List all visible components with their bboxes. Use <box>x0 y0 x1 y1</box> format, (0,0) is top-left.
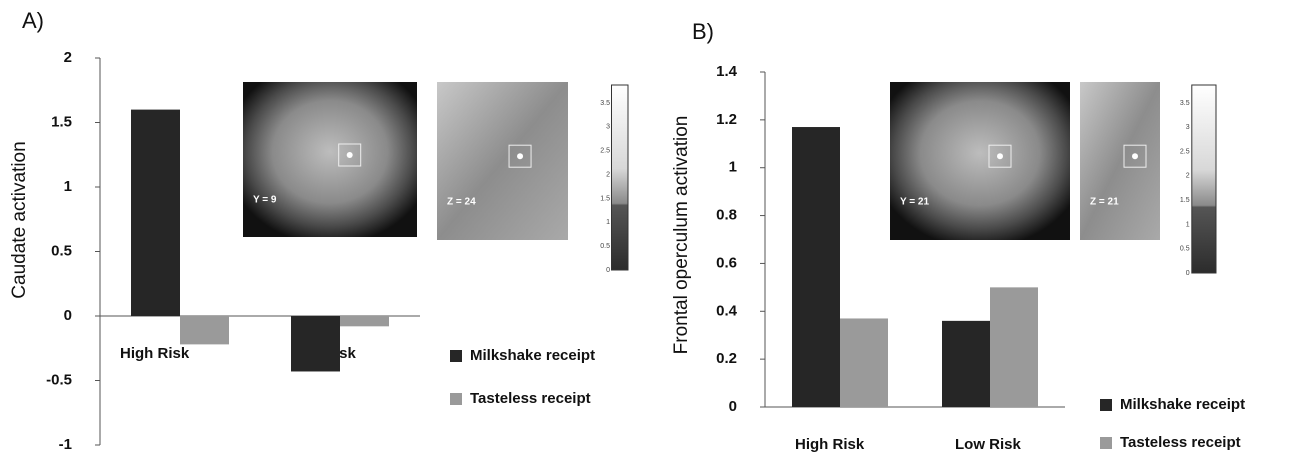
activation-spot <box>997 153 1003 159</box>
legend-label: Tasteless receipt <box>470 390 591 407</box>
activation-spot <box>517 153 523 159</box>
colorbar-tick-label: 0.5 <box>1180 246 1190 253</box>
legend-swatch <box>1100 437 1112 449</box>
colorbar-tick-label: 2 <box>606 171 610 178</box>
bar <box>942 321 990 407</box>
figure: Y = 9 Z = 24 0 0.5 1 1.5 2 2.5 3 3.5 -1 -0.5 0 0.5 1 1.… <box>0 0 1303 462</box>
slice-label: Y = 9 <box>253 194 277 205</box>
y-tick-label: 1.2 <box>716 111 737 128</box>
colorbar-tick-label: 1.5 <box>1180 197 1190 204</box>
colorbar-tick-label: 2 <box>1186 173 1190 180</box>
y-tick-label: 0.5 <box>51 242 72 259</box>
legend-swatch <box>450 393 462 405</box>
colorbar <box>1192 85 1216 273</box>
activation-spot <box>347 152 353 158</box>
y-tick-label: -0.5 <box>46 371 72 388</box>
x-tick-label: High Risk <box>120 345 190 362</box>
slice-label: Z = 21 <box>1090 197 1119 208</box>
colorbar-tick-label: 3.5 <box>1180 100 1190 107</box>
colorbar-tick-label: 3 <box>606 124 610 131</box>
bar <box>131 110 180 316</box>
colorbar-tick-label: 1.5 <box>600 195 610 202</box>
y-tick-label: 0 <box>729 398 737 415</box>
x-tick-label: Low Risk <box>955 436 1022 453</box>
y-tick-label: 1.5 <box>51 113 72 130</box>
panel-label: A) <box>22 8 44 33</box>
legend-label: Tasteless receipt <box>1120 434 1241 451</box>
bar <box>990 287 1038 407</box>
x-tick-label: High Risk <box>795 436 865 453</box>
bar <box>792 127 840 407</box>
brain-image <box>890 82 1070 240</box>
y-tick-label: 1 <box>64 178 72 195</box>
y-axis-title: Frontal operculum activation <box>671 116 692 355</box>
y-tick-label: 2 <box>64 49 72 66</box>
colorbar-tick-label: 0 <box>1186 270 1190 277</box>
colorbar-tick-label: 1 <box>606 219 610 226</box>
y-tick-label: 0 <box>64 307 72 324</box>
bar <box>180 316 229 344</box>
brain-image <box>1080 82 1160 240</box>
y-tick-label: 0.4 <box>716 302 738 319</box>
y-tick-label: 1 <box>729 159 737 176</box>
colorbar-tick-label: 2.5 <box>1180 148 1190 155</box>
colorbar-tick-label: 3 <box>1186 124 1190 131</box>
bar <box>340 316 389 326</box>
legend-label: Milkshake receipt <box>1120 396 1245 413</box>
colorbar <box>612 85 629 270</box>
legend-swatch <box>1100 399 1112 411</box>
colorbar-tick-label: 0 <box>606 267 610 274</box>
y-tick-label: 1.4 <box>716 63 738 80</box>
panel-label: B) <box>692 19 714 44</box>
colorbar-tick-label: 3.5 <box>600 100 610 107</box>
slice-label: Z = 24 <box>447 197 476 208</box>
y-tick-label: 0.2 <box>716 350 737 367</box>
activation-spot <box>1132 153 1138 159</box>
y-axis-title: Caudate activation <box>9 141 30 298</box>
colorbar-tick-label: 1 <box>1186 221 1190 228</box>
y-tick-label: -1 <box>59 436 72 453</box>
legend-label: Milkshake receipt <box>470 347 595 364</box>
colorbar-tick-label: 2.5 <box>600 148 610 155</box>
colorbar-tick-label: 0.5 <box>600 243 610 250</box>
bar <box>840 318 888 407</box>
brain-image <box>243 82 417 237</box>
y-tick-label: 0.8 <box>716 207 737 224</box>
slice-label: Y = 21 <box>900 197 929 208</box>
y-tick-label: 0.6 <box>716 254 737 271</box>
legend-swatch <box>450 350 462 362</box>
bar <box>291 316 340 371</box>
brain-image <box>437 82 568 240</box>
